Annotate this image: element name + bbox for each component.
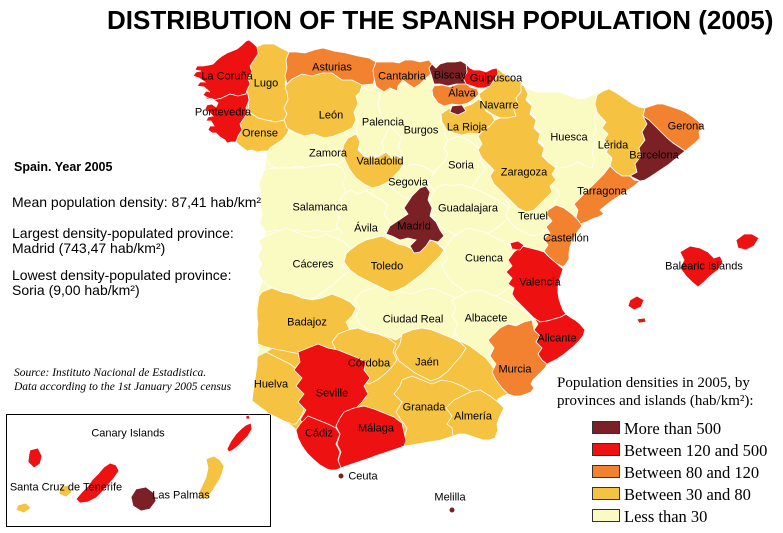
- svg-text:La Rioja: La Rioja: [447, 122, 488, 134]
- svg-text:Balearic Islands: Balearic Islands: [665, 261, 743, 273]
- svg-text:Navarre: Navarre: [479, 100, 518, 112]
- svg-text:Pontevedra: Pontevedra: [195, 107, 252, 119]
- svg-text:Segovia: Segovia: [388, 177, 429, 189]
- svg-text:Palencia: Palencia: [362, 117, 405, 129]
- svg-text:Huelva: Huelva: [254, 379, 289, 391]
- svg-text:Asturias: Asturias: [312, 62, 352, 74]
- svg-text:Cádiz: Cádiz: [305, 428, 333, 440]
- svg-text:Santa Cruz de Tenerife: Santa Cruz de Tenerife: [10, 482, 122, 494]
- svg-text:Badajoz: Badajoz: [287, 317, 327, 329]
- svg-text:Cuenca: Cuenca: [465, 253, 504, 265]
- svg-text:Albacete: Albacete: [465, 313, 508, 325]
- svg-text:Valencia: Valencia: [519, 277, 561, 289]
- svg-text:Gerona: Gerona: [668, 121, 706, 133]
- svg-text:Ávila: Ávila: [354, 222, 379, 235]
- svg-text:Zamora: Zamora: [309, 148, 348, 160]
- svg-text:Ceuta: Ceuta: [348, 471, 378, 483]
- svg-text:Lugo: Lugo: [254, 78, 278, 90]
- svg-text:Valladolid: Valladolid: [357, 156, 404, 168]
- svg-text:Madrid: Madrid: [397, 221, 431, 233]
- svg-text:Alicante: Alicante: [537, 333, 576, 345]
- svg-text:Córdoba: Córdoba: [348, 358, 391, 370]
- svg-text:Guadalajara: Guadalajara: [438, 203, 499, 215]
- svg-text:Álava: Álava: [448, 87, 476, 100]
- svg-text:Granada: Granada: [403, 402, 447, 414]
- svg-text:Málaga: Málaga: [358, 423, 395, 435]
- svg-text:Las Palmas: Las Palmas: [152, 490, 210, 502]
- svg-text:Ciudad Real: Ciudad Real: [383, 314, 444, 326]
- svg-text:Teruel: Teruel: [518, 211, 548, 223]
- svg-text:Castellón: Castellón: [543, 233, 589, 245]
- svg-text:Barcelona: Barcelona: [629, 150, 679, 162]
- svg-text:Huesca: Huesca: [550, 132, 588, 144]
- svg-text:Cáceres: Cáceres: [293, 259, 334, 271]
- svg-text:La Coruña: La Coruña: [201, 71, 253, 83]
- svg-text:Orense: Orense: [242, 128, 278, 140]
- svg-text:Seville: Seville: [316, 388, 348, 400]
- svg-text:Soria: Soria: [448, 160, 475, 172]
- svg-text:Biscay: Biscay: [434, 70, 467, 82]
- svg-text:Cantabria: Cantabria: [378, 71, 427, 83]
- svg-text:Almería: Almería: [454, 411, 493, 423]
- svg-text:Salamanca: Salamanca: [292, 202, 348, 214]
- svg-text:Melilla: Melilla: [434, 492, 466, 504]
- svg-text:Canary Islands: Canary Islands: [91, 428, 165, 440]
- svg-text:Zaragoza: Zaragoza: [501, 167, 548, 179]
- svg-text:Guipuscoa: Guipuscoa: [470, 73, 523, 85]
- svg-text:Toledo: Toledo: [371, 261, 403, 273]
- svg-text:Tarragona: Tarragona: [577, 186, 627, 198]
- svg-text:Murcia: Murcia: [498, 364, 532, 376]
- svg-text:León: León: [319, 110, 343, 122]
- svg-text:Lérida: Lérida: [598, 140, 629, 152]
- svg-text:Jaén: Jaén: [415, 357, 439, 369]
- svg-text:Burgos: Burgos: [404, 125, 439, 137]
